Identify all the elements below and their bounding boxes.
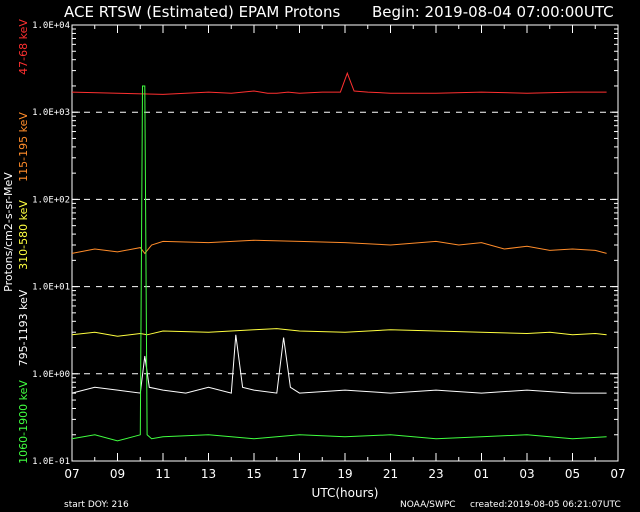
x-axis: 07 09 11 13 15 17 19 21 23 01 03 05 07	[64, 25, 626, 481]
x-tick-label: 19	[337, 467, 352, 481]
series-lines	[71, 71, 607, 442]
series-label-2: 310-580 keV	[17, 200, 30, 270]
x-tick-label: 13	[201, 467, 216, 481]
series-line-3	[71, 334, 607, 394]
x-tick-label: 17	[292, 467, 307, 481]
series-line-0	[71, 71, 607, 95]
x-tick-label: 15	[246, 467, 261, 481]
source-credit: NOAA/SWPC	[400, 500, 456, 510]
created-time: created:2019-08-05 06:21:07UTC	[470, 500, 621, 510]
y-axis: 1.0E+04 1.0E+03 1.0E+02 1.0E+01 1.0E+00 1.0E-…	[32, 21, 618, 467]
series-label-1: 115-195 keV	[17, 112, 30, 182]
x-axis-label: UTC(hours)	[312, 486, 379, 500]
x-tick-label: 07	[64, 467, 79, 481]
y-tick-label: 1.0E+00	[32, 370, 70, 380]
y-tick-label: 1.0E+04	[32, 21, 70, 31]
begin-time: Begin: 2019-08-04 07:00:00UTC	[372, 3, 614, 21]
chart-title: ACE RTSW (Estimated) EPAM Protons	[64, 3, 340, 21]
start-doy: start DOY: 216	[64, 500, 129, 510]
x-tick-label: 03	[519, 467, 534, 481]
y-tick-label: 1.0E-01	[32, 457, 70, 467]
x-tick-label: 11	[155, 467, 170, 481]
series-label-4: 1060-1900 keV	[17, 380, 30, 464]
series-line-2	[71, 328, 607, 337]
x-tick-label: 05	[565, 467, 580, 481]
x-tick-label: 07	[610, 467, 625, 481]
y-tick-label: 1.0E+01	[32, 283, 70, 293]
x-tick-label: 09	[110, 467, 125, 481]
x-tick-label: 23	[428, 467, 443, 481]
x-tick-label: 01	[474, 467, 489, 481]
x-tick-label: 21	[383, 467, 398, 481]
y-tick-label: 1.0E+02	[32, 195, 70, 205]
y-axis-label: Protons/cm2-s-sr-MeV	[2, 172, 15, 292]
series-label-3: 795-1193 keV	[17, 289, 30, 366]
y-tick-label: 1.0E+03	[32, 108, 70, 118]
series-label-0: 47-68 keV	[17, 19, 30, 75]
y-axis-labels: Protons/cm2-s-sr-MeV 47-68 keV 115-195 keV…	[2, 19, 30, 464]
series-line-4	[71, 85, 607, 442]
